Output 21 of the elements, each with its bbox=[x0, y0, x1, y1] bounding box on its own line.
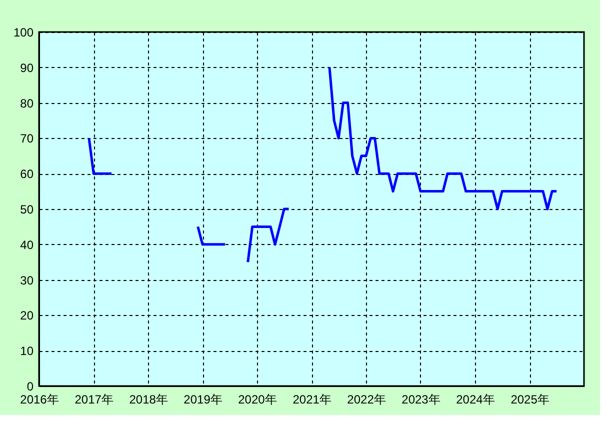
y-tick-label: 90 bbox=[20, 60, 34, 75]
y-tick-label: 80 bbox=[20, 96, 34, 110]
y-tick-label: 20 bbox=[20, 308, 34, 323]
y-tick-label: 40 bbox=[20, 238, 34, 252]
y-tick-label: 70 bbox=[20, 132, 34, 146]
x-tick-label: 2018年 bbox=[129, 392, 168, 406]
y-tick-label: 60 bbox=[20, 167, 34, 182]
x-tick-label: 2020年 bbox=[238, 392, 277, 406]
y-tick-label: 0 bbox=[26, 380, 34, 394]
x-tick-label: 2017年 bbox=[74, 392, 114, 406]
y-tick-label: 10 bbox=[20, 344, 34, 358]
y-tick-label: 100 bbox=[13, 26, 34, 40]
x-tick-label: 2021年 bbox=[292, 392, 332, 406]
x-tick-label: 2024年 bbox=[456, 392, 495, 406]
y-tick-label: 50 bbox=[20, 202, 34, 216]
x-tick-label: 2023年 bbox=[402, 392, 440, 406]
x-tick-label: 2025年 bbox=[510, 392, 550, 406]
x-tick-label: 2019年 bbox=[184, 392, 222, 406]
y-tick-label: 30 bbox=[20, 273, 34, 288]
x-tick-label: 2016年 bbox=[20, 392, 59, 406]
x-tick-label: 2022年 bbox=[347, 392, 386, 406]
